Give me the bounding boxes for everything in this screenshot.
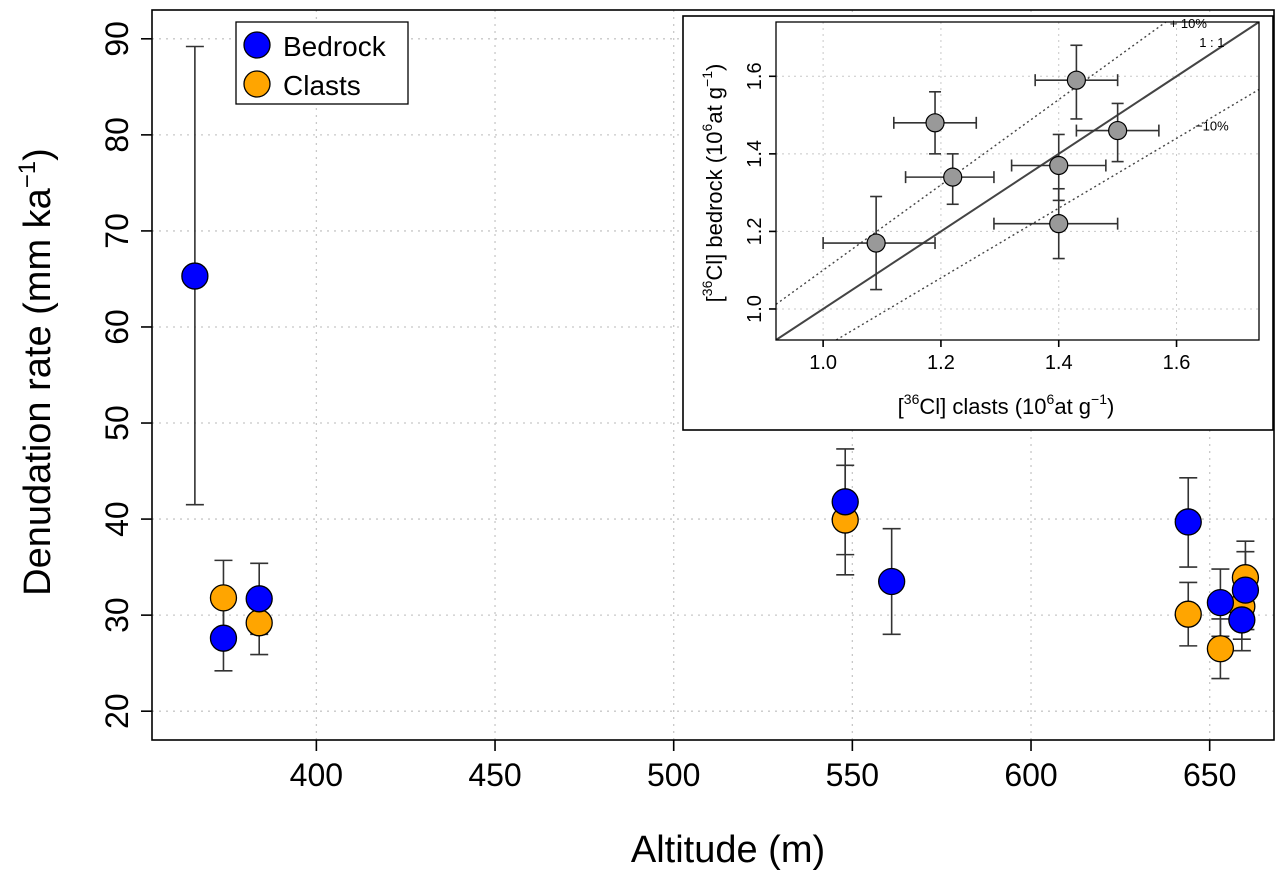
inset-x-tick-label: 1.4 bbox=[1045, 352, 1073, 374]
legend-swatch-bedrock bbox=[243, 31, 271, 59]
inset-y-label-bracket: [ bbox=[702, 296, 727, 302]
inset-y-label-close: ) bbox=[702, 64, 727, 71]
inset-ratio-line-2 bbox=[834, 88, 1259, 340]
point-bedrock-0 bbox=[181, 262, 209, 290]
inset-point-6 bbox=[1049, 214, 1069, 234]
inset-x-tick-label: 1.0 bbox=[809, 352, 837, 374]
inset-point-3 bbox=[1066, 70, 1087, 90]
y-tick-label-60: 60 bbox=[99, 309, 135, 345]
inset-x-label-bracket: [ bbox=[898, 394, 904, 419]
y-axis-label: Denudation rate (mm ka−1) bbox=[14, 148, 59, 596]
legend-swatch-clasts bbox=[243, 70, 271, 98]
x-tick-label-600: 600 bbox=[1004, 757, 1057, 793]
inset-x-axis-label: [36Cl] clasts (106at g−1) bbox=[898, 391, 1115, 419]
legend: Bedrock Clasts bbox=[235, 21, 409, 105]
y-tick-label-90: 90 bbox=[99, 21, 135, 57]
x-axis-label: Altitude (m) bbox=[631, 829, 825, 871]
inset-y-tick-label: 1.0 bbox=[744, 295, 766, 323]
point-bedrock-4 bbox=[878, 567, 906, 596]
inset-panel: + 10%1 : 1−10% 1.0 1.2 1.4 1.61.01.21.41.6 … bbox=[682, 15, 1274, 431]
inset-y-label-unit-sup: −1 bbox=[699, 71, 715, 87]
inset-y-label-text: Cl] bedrock (10 bbox=[702, 131, 727, 280]
point-bedrock-1 bbox=[209, 624, 238, 652]
inset-x-label-close: ) bbox=[1107, 394, 1114, 419]
inset-x-label-unit-sup: −1 bbox=[1091, 391, 1107, 407]
inset-point-2 bbox=[943, 167, 963, 187]
y-axis-label-close: ) bbox=[17, 148, 59, 161]
inset-plot-frame bbox=[775, 21, 1260, 341]
inset-box bbox=[682, 15, 1274, 431]
point-clasts-3 bbox=[1174, 600, 1202, 628]
y-tick-label-50: 50 bbox=[99, 405, 135, 441]
inset-y-tick-label: 1.6 bbox=[744, 62, 766, 90]
inset-point-5 bbox=[1108, 120, 1128, 141]
inset-point-0 bbox=[866, 233, 886, 253]
inset-point-1 bbox=[925, 113, 945, 133]
inset-ratio-line-1 bbox=[776, 22, 1259, 340]
plot-frame bbox=[151, 9, 1275, 741]
inset-x-tick-label: 1.6 bbox=[1163, 352, 1191, 374]
inset-x-label-power: 6 bbox=[1047, 391, 1055, 407]
point-bedrock-2 bbox=[245, 585, 273, 613]
legend-label-clasts: Clasts bbox=[283, 70, 361, 101]
y-tick-label-80: 80 bbox=[99, 117, 135, 153]
x-tick-label-450: 450 bbox=[468, 757, 521, 793]
inset-ratio-label-1: 1 : 1 bbox=[1199, 35, 1224, 50]
point-clasts-0 bbox=[209, 584, 238, 612]
x-tick-label-550: 550 bbox=[826, 757, 879, 793]
point-bedrock-3 bbox=[831, 488, 859, 516]
inset-y-label-power: 6 bbox=[699, 123, 715, 131]
point-clasts-4 bbox=[1206, 635, 1235, 663]
inset-x-tick-label: 1.2 bbox=[927, 352, 955, 374]
inset-x-label-unit: at g bbox=[1054, 394, 1091, 419]
inset-y-label-unit: at g bbox=[702, 87, 727, 124]
inset-y-label-isotope: 36 bbox=[699, 280, 715, 296]
point-bedrock-7 bbox=[1228, 606, 1256, 634]
y-axis-label-superscript: −1 bbox=[14, 161, 41, 188]
point-bedrock-6 bbox=[1206, 588, 1235, 617]
y-tick-label-20: 20 bbox=[99, 693, 135, 729]
y-axis-label-text: Denudation rate (mm ka bbox=[17, 187, 59, 595]
y-tick-label-40: 40 bbox=[99, 501, 135, 537]
inset-ratio-label-0: + 10% bbox=[1170, 16, 1208, 31]
x-tick-label-400: 400 bbox=[290, 757, 343, 793]
legend-label-bedrock: Bedrock bbox=[283, 31, 387, 62]
point-bedrock-8 bbox=[1231, 576, 1260, 604]
inset-x-label-text: Cl] clasts (10 bbox=[919, 394, 1046, 419]
x-tick-label-650: 650 bbox=[1183, 757, 1236, 793]
inset-y-axis-label: [36Cl] bedrock (106at g−1) bbox=[699, 64, 727, 303]
inset-x-label-isotope: 36 bbox=[904, 391, 920, 407]
inset-y-tick-label: 1.2 bbox=[744, 218, 766, 246]
x-tick-label-500: 500 bbox=[647, 757, 700, 793]
inset-point-4 bbox=[1049, 155, 1069, 176]
inset-ratio-label-2: −10% bbox=[1195, 119, 1229, 134]
y-tick-label-70: 70 bbox=[99, 213, 135, 249]
point-clasts-1 bbox=[245, 609, 273, 637]
point-bedrock-5 bbox=[1174, 508, 1202, 536]
inset-y-tick-label: 1.4 bbox=[744, 140, 766, 168]
y-tick-label-30: 30 bbox=[99, 597, 135, 633]
